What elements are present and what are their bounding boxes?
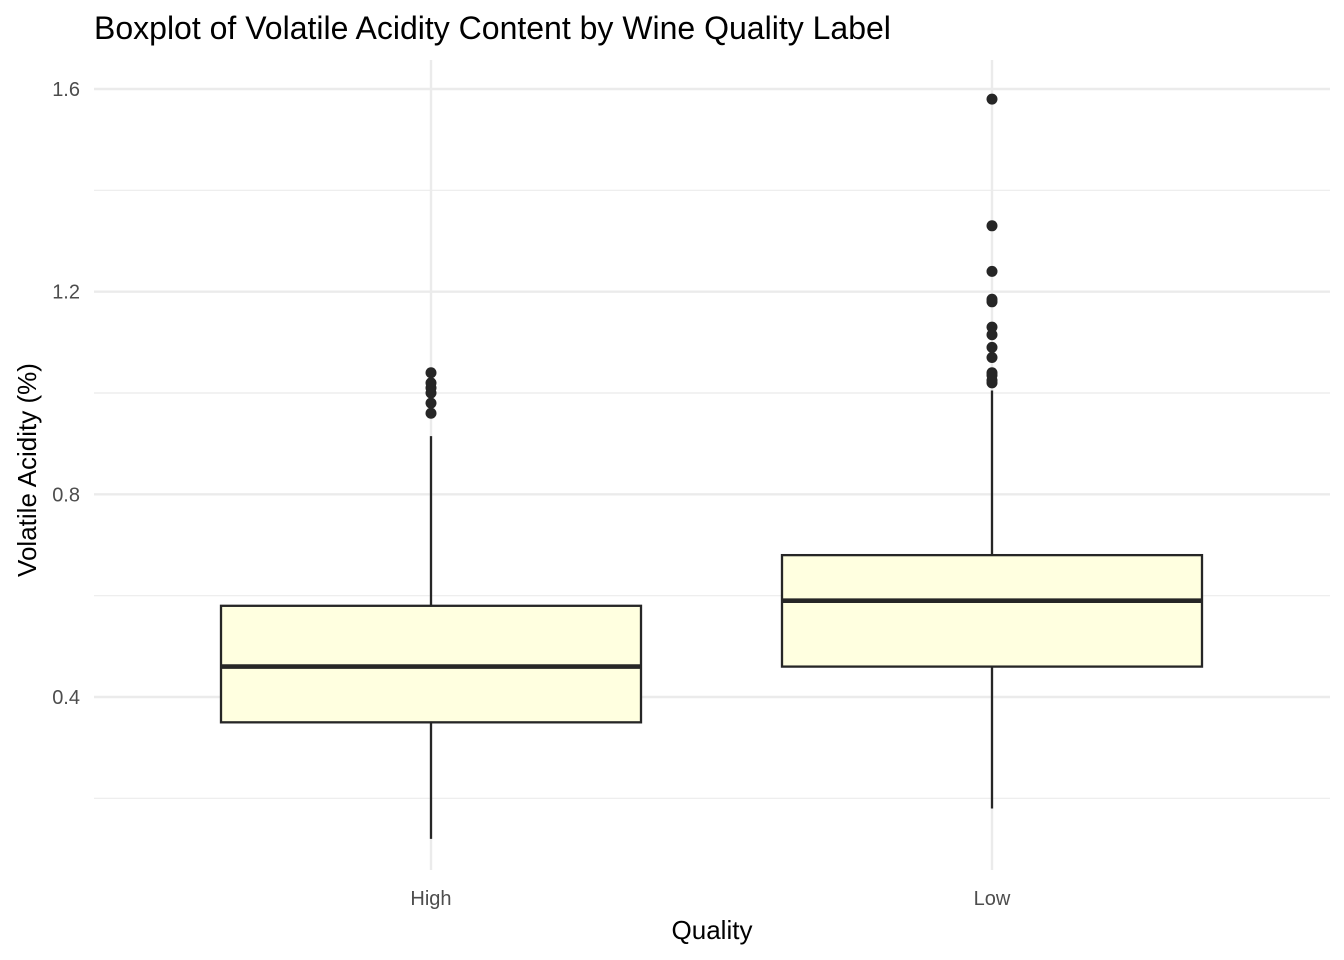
box-series xyxy=(219,93,1204,839)
box-high xyxy=(219,367,643,839)
outlier-point xyxy=(425,407,437,419)
outlier-point xyxy=(425,367,437,379)
y-tick-label: 0.4 xyxy=(52,687,80,709)
y-tick-label: 1.6 xyxy=(52,79,80,101)
outlier-point xyxy=(986,93,998,105)
box-body xyxy=(780,553,1204,668)
gridlines xyxy=(94,60,1330,870)
outlier-point xyxy=(425,397,437,409)
x-axis-title: Quality xyxy=(672,915,753,945)
outlier-point xyxy=(986,367,998,379)
box-body xyxy=(219,604,643,724)
outlier-point xyxy=(986,329,998,341)
y-axis-ticks: 0.4 0.8 1.2 1.6 xyxy=(52,79,80,709)
outlier-point xyxy=(425,377,437,389)
x-tick-label: High xyxy=(410,888,451,910)
x-axis-ticks: High Low xyxy=(410,888,1010,910)
y-tick-label: 0.8 xyxy=(52,484,80,506)
outlier-point xyxy=(986,352,998,364)
outlier-point xyxy=(986,293,998,305)
y-axis-title: Volatile Acidity (%) xyxy=(12,363,42,577)
x-tick-label: Low xyxy=(974,888,1011,910)
box-low xyxy=(780,93,1204,809)
chart-title: Boxplot of Volatile Acidity Content by W… xyxy=(94,10,891,46)
y-tick-label: 1.2 xyxy=(52,282,80,304)
outlier-point xyxy=(986,341,998,353)
outlier-point xyxy=(986,265,998,277)
outlier-point xyxy=(986,220,998,232)
outlier-point xyxy=(986,321,998,333)
